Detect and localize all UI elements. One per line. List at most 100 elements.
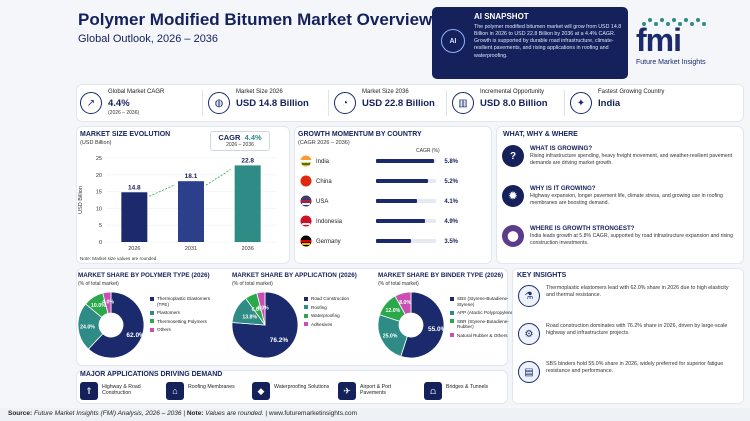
pie-slice: [87, 291, 145, 359]
bar-value-label: 5.8%: [444, 159, 458, 165]
pie-chart: 55.0% 25.0% 12.0% 8.0%: [377, 291, 446, 359]
legend-swatch: [304, 296, 308, 301]
snapshot-text: The polymer modified bitumen market will…: [474, 24, 622, 59]
why-item-title: WHAT IS GROWING?: [530, 145, 593, 152]
snapshot-title: AI SNAPSHOT: [474, 12, 529, 21]
source-label: Source:: [8, 410, 33, 417]
kpi-sub: (2026 – 2036): [108, 110, 140, 116]
bar: [121, 192, 148, 242]
kpi-value: USD 22.8 Billion: [362, 98, 435, 109]
ai-chip-icon: AI: [441, 29, 465, 53]
pie-value-label: 4.0%: [257, 306, 269, 312]
y-tick-label: 0: [99, 240, 102, 246]
pie-slice: [394, 291, 412, 316]
logo-graphic: [642, 18, 706, 26]
legend-swatch: [304, 313, 308, 318]
bar-value-label: 14.8: [128, 184, 141, 191]
fmi-logo: fmi Future Market Insights: [634, 10, 744, 72]
pie-legend: SBS (Styrene-Butadiene-Styrene) APP (Atac…: [450, 296, 516, 341]
x-tick-label: 2026: [128, 246, 140, 252]
pie-subtitle: (% of total market): [232, 281, 273, 287]
why-item-title: WHERE IS GROWTH STRONGEST?: [530, 225, 635, 232]
pie-slice: [102, 291, 112, 314]
legend-label: Road Construction: [311, 296, 350, 301]
cagr-period: 2026 – 2036: [226, 142, 254, 148]
growth-bar-chart: India 5.8% China 5.2% USA 4.1% Indonesia 4.9% Ge…: [300, 155, 459, 247]
insight-text: SBS binders hold 55.0% share in 2026, wi…: [546, 361, 724, 374]
why-item-text: Highway expansion, longer pavement life,…: [530, 193, 723, 206]
y-tick-label: 10: [96, 206, 102, 212]
legend-item: SBR (Styrene-Butadiene-Rubber): [450, 319, 516, 330]
legend-item: Plastomers: [150, 310, 216, 316]
kpi-label: Market Size 2026: [236, 89, 283, 95]
y-tick-label: 20: [96, 173, 102, 179]
pie-subtitle: (% of total market): [378, 281, 419, 287]
kpi-label: Market Size 2036: [362, 89, 409, 95]
pie-value-label: 76.2%: [270, 337, 289, 344]
ai-snapshot: AI AI SNAPSHOT The polymer modified bitu…: [432, 7, 628, 79]
application-label: Airport & Port Pavements: [360, 384, 392, 397]
y-tick-label: 5: [99, 223, 102, 229]
pie-value-label: 25.0%: [383, 334, 398, 340]
insight-text: Thermoplastic elastomers lead with 62.0%…: [546, 285, 729, 298]
cagr-value: 4.4%: [244, 133, 262, 142]
country-label: China: [316, 179, 332, 185]
flask-icon: ⚗: [518, 285, 540, 307]
legend-swatch: [450, 333, 454, 337]
legend-label: Plastomers: [157, 310, 180, 315]
legend-label: Others: [157, 327, 171, 332]
bar: [376, 179, 428, 183]
pie-value-label: 12.0%: [386, 308, 401, 314]
kpi-label: Global Market CAGR: [108, 89, 165, 95]
flag-icon: [300, 175, 312, 187]
legend-label: APP (Atactic Polypropylene): [457, 310, 515, 315]
bar-value-label: 4.1%: [444, 199, 458, 205]
legend-item: Adhesives: [304, 322, 370, 328]
y-tick-label: 15: [96, 190, 102, 196]
legend-swatch: [450, 310, 454, 315]
footer-url[interactable]: www.futuremarketinsights.com: [268, 410, 358, 417]
why-item-title: WHY IS IT GROWING?: [530, 185, 596, 192]
pie-title: MARKET SHARE BY BINDER TYPE (2026): [378, 272, 504, 279]
kpi-divider: [446, 90, 447, 116]
page-subtitle: Global Outlook, 2026 – 2036: [78, 33, 219, 45]
application-label: Roofing Membranes: [188, 384, 235, 390]
flag-icon: [300, 195, 312, 207]
bar: [376, 199, 417, 203]
legend-label: Natural Rubber & Others: [457, 332, 508, 338]
y-tick-label: 25: [96, 156, 102, 162]
water-drop-icon: ◆: [252, 382, 270, 400]
insights-title: KEY INSIGHTS: [517, 272, 567, 279]
size-chart-note: Note: Market size values are rounded.: [80, 256, 158, 261]
road-icon: ⇑: [80, 382, 98, 400]
kpi-row: [76, 84, 744, 122]
bar: [376, 159, 434, 163]
legend-swatch: [150, 327, 154, 332]
source-text: Future Market Insights (FMI) Analysis, 2…: [34, 410, 182, 417]
apps-title: MAJOR APPLICATIONS DRIVING DEMAND: [80, 371, 223, 378]
growth-chart-subtitle: (CAGR 2026 – 2036): [298, 140, 350, 146]
kpi-label: Fastest Growing Country: [598, 89, 665, 95]
pie-legend: Thermoplastic Elastomers (TPE) Plastomers…: [150, 296, 216, 336]
compass-icon: ✦: [570, 92, 592, 114]
kpi-divider: [328, 90, 329, 116]
legend-label: SBR (Styrene-Butadiene-Rubber): [457, 318, 509, 330]
growth-chart-icon: ▥: [452, 92, 474, 114]
pie-subtitle: (% of total market): [78, 281, 119, 287]
bridge-icon: ⩍: [424, 382, 442, 400]
pie-value-label: 55.0%: [428, 326, 446, 333]
pie-value-label: 10.0%: [91, 303, 106, 309]
bar-value-label: 4.9%: [444, 219, 458, 225]
bar: [234, 165, 261, 242]
pie-chart: 76.2% 13.8%6.0%4.0%: [231, 291, 299, 359]
legend-item: SBS (Styrene-Butadiene-Styrene): [450, 296, 516, 307]
legend-item: Natural Rubber & Others: [450, 333, 516, 339]
roof-icon: ⌂: [166, 382, 184, 400]
legend-swatch: [150, 296, 154, 301]
y-axis-label: USD Billion: [78, 186, 84, 214]
kpi-value: 4.4%: [108, 98, 130, 109]
gear-icon: ⚙: [518, 323, 540, 345]
pie-slice: [400, 291, 445, 359]
why-card: [496, 126, 744, 264]
airplane-icon: ✈: [338, 382, 356, 400]
